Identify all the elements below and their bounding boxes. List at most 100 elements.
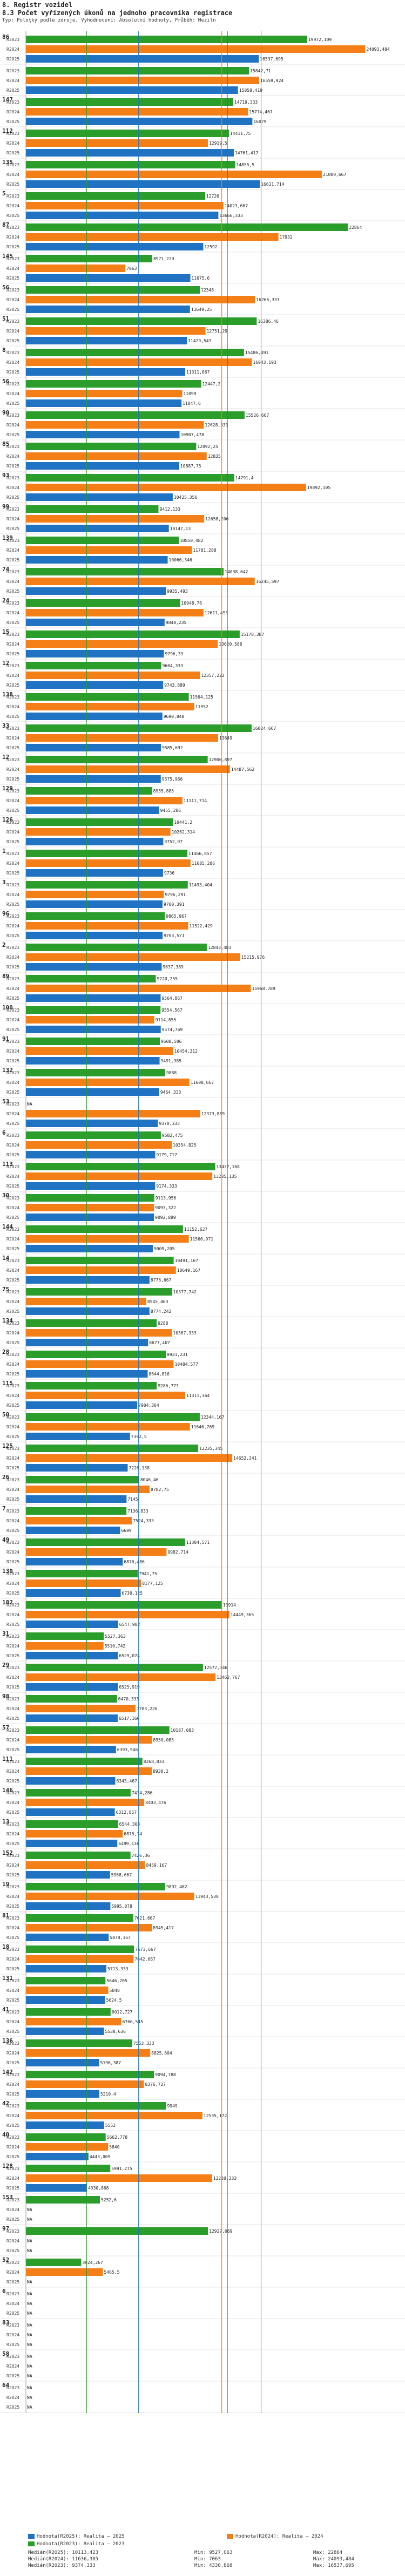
bar[interactable] [26, 568, 224, 575]
bar[interactable] [26, 255, 152, 262]
bar[interactable] [26, 1632, 104, 1640]
bar[interactable] [26, 1642, 104, 1650]
bar[interactable] [26, 1235, 189, 1243]
bar[interactable] [26, 1266, 176, 1274]
bar[interactable] [26, 1902, 111, 1910]
bar[interactable] [26, 296, 255, 303]
bar[interactable] [26, 797, 183, 804]
bar[interactable] [26, 1433, 130, 1440]
bar[interactable] [26, 1214, 154, 1221]
bar[interactable] [26, 787, 152, 795]
bar[interactable] [26, 1016, 154, 1023]
bar[interactable] [26, 818, 173, 826]
bar[interactable] [26, 1131, 161, 1139]
bar[interactable] [26, 1069, 165, 1076]
bar[interactable] [26, 484, 306, 491]
bar[interactable] [26, 2196, 100, 2204]
bar[interactable] [26, 1172, 213, 1180]
bar[interactable] [26, 55, 259, 63]
bar[interactable] [26, 2143, 109, 2151]
bar[interactable] [26, 1006, 161, 1014]
bar[interactable] [26, 1360, 174, 1368]
bar[interactable] [26, 45, 366, 53]
bar[interactable] [26, 850, 188, 857]
bar[interactable] [26, 1683, 118, 1691]
bar[interactable] [26, 912, 165, 920]
bar[interactable] [26, 1079, 190, 1086]
bar[interactable] [26, 713, 163, 720]
bar[interactable] [26, 1548, 167, 1556]
bar[interactable] [26, 202, 224, 209]
bar[interactable] [26, 859, 191, 867]
bar[interactable] [26, 2102, 166, 2110]
bar[interactable] [26, 1423, 190, 1431]
bar[interactable] [26, 672, 200, 679]
bar[interactable] [26, 1110, 200, 1117]
bar[interactable] [26, 286, 200, 294]
bar[interactable] [26, 1736, 152, 1744]
bar[interactable] [26, 108, 248, 116]
bar[interactable] [26, 67, 249, 74]
bar[interactable] [26, 1767, 152, 1775]
bar[interactable] [26, 1382, 157, 1389]
bar[interactable] [26, 1987, 109, 1994]
bar[interactable] [26, 765, 230, 773]
bar[interactable] [26, 2090, 99, 2098]
bar[interactable] [26, 662, 161, 669]
bar[interactable] [26, 1351, 166, 1358]
bar[interactable] [26, 98, 233, 106]
bar[interactable] [26, 212, 219, 219]
bar[interactable] [26, 1820, 118, 1828]
bar[interactable] [26, 1538, 185, 1546]
bar[interactable] [26, 1945, 134, 1953]
bar[interactable] [26, 1401, 138, 1409]
bar[interactable] [26, 881, 188, 889]
bar[interactable] [26, 149, 234, 157]
bar[interactable] [26, 944, 207, 951]
bar[interactable] [26, 36, 307, 43]
bar[interactable] [26, 1996, 105, 2004]
bar[interactable] [26, 1580, 141, 1587]
bar[interactable] [26, 932, 163, 939]
bar[interactable] [26, 139, 208, 147]
bar[interactable] [26, 349, 244, 356]
bar[interactable] [26, 1977, 106, 1984]
bar[interactable] [26, 1517, 132, 1524]
bar[interactable] [26, 1673, 216, 1681]
bar[interactable] [26, 317, 257, 325]
bar[interactable] [26, 274, 191, 282]
bar[interactable] [26, 1288, 172, 1296]
bar[interactable] [26, 474, 234, 482]
bar[interactable] [26, 1413, 200, 1421]
bar[interactable] [26, 525, 169, 532]
bar[interactable] [26, 1570, 138, 1577]
bar[interactable] [26, 2028, 104, 2035]
bar[interactable] [26, 2153, 89, 2160]
bar[interactable] [26, 118, 253, 125]
bar[interactable] [26, 2080, 144, 2088]
bar[interactable] [26, 2112, 202, 2119]
bar[interactable] [26, 922, 188, 930]
bar[interactable] [26, 368, 186, 376]
bar[interactable] [26, 869, 163, 877]
bar[interactable] [26, 1601, 222, 1609]
bar[interactable] [26, 431, 180, 438]
bar[interactable] [26, 1038, 160, 1045]
bar[interactable] [26, 1088, 159, 1096]
bar[interactable] [26, 493, 173, 501]
bar[interactable] [26, 1714, 118, 1722]
bar[interactable] [26, 1871, 110, 1879]
bar[interactable] [26, 994, 161, 1002]
bar[interactable] [26, 1464, 128, 1472]
bar[interactable] [26, 337, 187, 344]
bar[interactable] [26, 1204, 154, 1211]
bar[interactable] [26, 1392, 186, 1399]
bar[interactable] [26, 421, 204, 429]
bar[interactable] [26, 1726, 170, 1734]
bar[interactable] [26, 1746, 116, 1753]
bar[interactable] [26, 2071, 154, 2078]
bar[interactable] [26, 1486, 150, 1493]
bar[interactable] [26, 2121, 104, 2129]
bar[interactable] [26, 1621, 118, 1628]
bar[interactable] [26, 537, 179, 544]
